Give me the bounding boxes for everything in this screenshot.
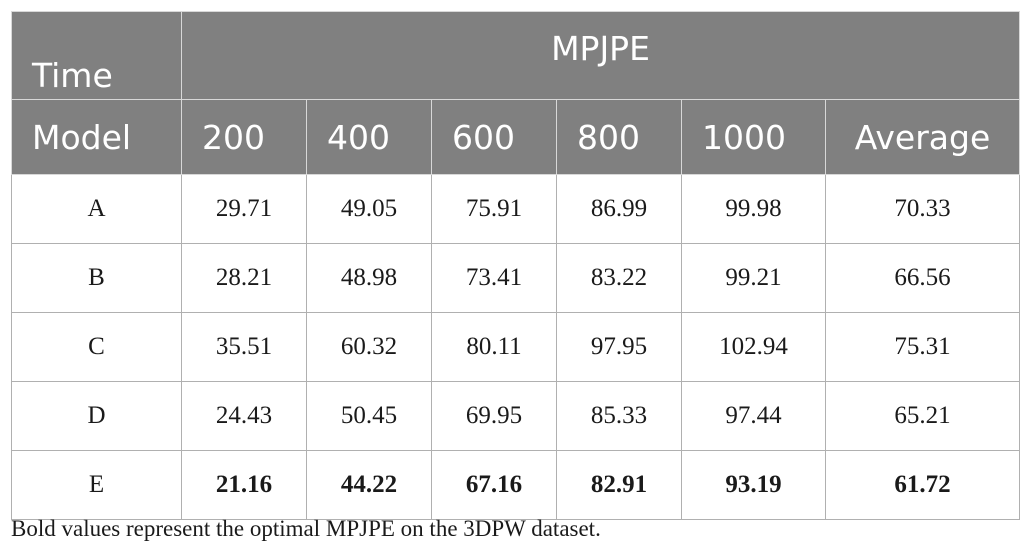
header-column-1000: 1000 bbox=[681, 99, 826, 175]
header-column-800: 800 bbox=[556, 99, 682, 175]
table-cell: 50.45 bbox=[306, 381, 432, 451]
table-cell-best: 44.22 bbox=[306, 450, 432, 520]
table-cell-best: 93.19 bbox=[681, 450, 826, 520]
table-cell: 60.32 bbox=[306, 312, 432, 382]
table-footnote: Bold values represent the optimal MPJPE … bbox=[11, 516, 601, 541]
table-cell: 35.51 bbox=[181, 312, 307, 382]
row-model-label: C bbox=[11, 312, 182, 382]
header-model-label: Model bbox=[11, 99, 182, 175]
table-cell: 99.98 bbox=[681, 174, 826, 244]
header-time-label: Time bbox=[11, 11, 182, 100]
table-cell-best: 21.16 bbox=[181, 450, 307, 520]
row-model-label: E bbox=[11, 450, 182, 520]
table-cell: 70.33 bbox=[824, 174, 1021, 244]
table-cell: 48.98 bbox=[306, 243, 432, 313]
table-body: A 29.71 49.05 75.91 86.99 99.98 70.33 B … bbox=[11, 174, 1021, 520]
header-column-200: 200 bbox=[181, 99, 307, 175]
table-row: A 29.71 49.05 75.91 86.99 99.98 70.33 bbox=[11, 174, 1021, 244]
row-model-label: A bbox=[11, 174, 182, 244]
table-cell: 75.31 bbox=[824, 312, 1021, 382]
table-cell: 75.91 bbox=[431, 174, 557, 244]
table-cell: 97.44 bbox=[681, 381, 826, 451]
header-column-average: Average bbox=[824, 99, 1021, 175]
table-cell: 65.21 bbox=[824, 381, 1021, 451]
table-cell: 85.33 bbox=[556, 381, 682, 451]
header-mpjpe-label: MPJPE bbox=[180, 11, 1021, 100]
header-column-400: 400 bbox=[306, 99, 432, 175]
table-cell: 80.11 bbox=[431, 312, 557, 382]
results-table-container: Time MPJPE Model 200 400 600 800 1000 Av… bbox=[11, 11, 1021, 520]
table-cell: 29.71 bbox=[181, 174, 307, 244]
table-cell: 102.94 bbox=[681, 312, 826, 382]
header-row-top: Time MPJPE bbox=[11, 11, 1021, 100]
table-cell: 66.56 bbox=[824, 243, 1021, 313]
table-header: Time MPJPE Model 200 400 600 800 1000 Av… bbox=[11, 11, 1021, 175]
table-cell: 97.95 bbox=[556, 312, 682, 382]
table-cell: 73.41 bbox=[431, 243, 557, 313]
mpjpe-results-table: Time MPJPE Model 200 400 600 800 1000 Av… bbox=[11, 11, 1021, 520]
table-row: D 24.43 50.45 69.95 85.33 97.44 65.21 bbox=[11, 381, 1021, 451]
table-row: B 28.21 48.98 73.41 83.22 99.21 66.56 bbox=[11, 243, 1021, 313]
table-cell: 69.95 bbox=[431, 381, 557, 451]
table-cell: 86.99 bbox=[556, 174, 682, 244]
table-cell: 49.05 bbox=[306, 174, 432, 244]
table-cell: 83.22 bbox=[556, 243, 682, 313]
table-cell: 99.21 bbox=[681, 243, 826, 313]
table-cell-best: 61.72 bbox=[824, 450, 1021, 520]
table-row-best: E 21.16 44.22 67.16 82.91 93.19 61.72 bbox=[11, 450, 1021, 520]
header-column-600: 600 bbox=[431, 99, 557, 175]
row-model-label: D bbox=[11, 381, 182, 451]
row-model-label: B bbox=[11, 243, 182, 313]
table-cell-best: 67.16 bbox=[431, 450, 557, 520]
table-cell-best: 82.91 bbox=[556, 450, 682, 520]
table-row: C 35.51 60.32 80.11 97.95 102.94 75.31 bbox=[11, 312, 1021, 382]
header-row-columns: Model 200 400 600 800 1000 Average bbox=[11, 99, 1021, 175]
table-cell: 28.21 bbox=[181, 243, 307, 313]
table-cell: 24.43 bbox=[181, 381, 307, 451]
